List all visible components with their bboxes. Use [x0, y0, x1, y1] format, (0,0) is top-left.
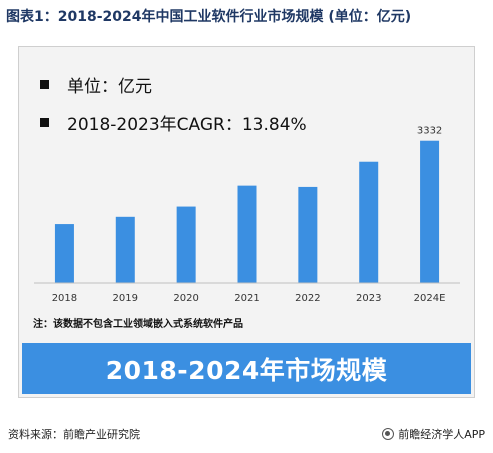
x-tick-label: 2024E: [414, 293, 446, 304]
bar-2023: [359, 161, 379, 283]
data-label: 3332: [417, 126, 442, 137]
banner-text: 2018-2024年市场规模: [105, 355, 388, 385]
cagr-text: 2018-2023年CAGR：13.84%: [67, 115, 307, 135]
x-tick-label: 2018: [52, 293, 77, 304]
bullet-square-icon: [40, 80, 49, 89]
brand-text: 前瞻经济学人APP: [398, 428, 485, 441]
bar-2022: [298, 186, 318, 283]
data-labels: 3332: [417, 126, 442, 137]
x-tick-label: 2023: [356, 293, 381, 304]
bullet-square-icon: [40, 118, 49, 127]
source-text: 资料来源：前瞻产业研究院: [8, 428, 140, 441]
bar-2020: [176, 206, 196, 283]
bar-2018: [54, 224, 74, 283]
bar-2024E: [420, 140, 440, 283]
x-tick-label: 2022: [295, 293, 320, 304]
bar-2021: [237, 185, 257, 283]
unit-text: 单位：亿元: [67, 77, 152, 97]
x-tick-labels: 2018 2019 2020 2021 2022 2023 2024E: [52, 293, 446, 304]
unit-legend-line: 单位：亿元: [40, 72, 152, 97]
bar-2019: [115, 216, 135, 283]
x-tick-label: 2021: [234, 293, 259, 304]
x-tick-label: 2020: [173, 293, 198, 304]
bars-group: [54, 140, 440, 283]
brand: 前瞻经济学人APP: [382, 426, 485, 442]
figure-title: 图表1：2018-2024年中国工业软件行业市场规模 (单位：亿元): [6, 9, 412, 25]
chart-note: 注：该数据不包含工业领域嵌入式系统软件产品: [33, 319, 243, 330]
brand-logo-icon: [382, 428, 395, 440]
banner: 2018-2024年市场规模: [22, 343, 471, 394]
cagr-legend-line: 2018-2023年CAGR：13.84%: [40, 110, 307, 135]
x-tick-label: 2019: [113, 293, 138, 304]
